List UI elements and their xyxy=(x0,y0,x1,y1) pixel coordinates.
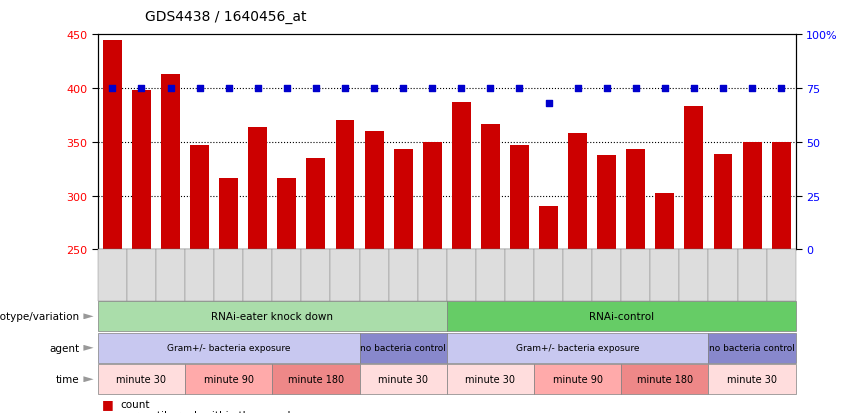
Bar xyxy=(103,40,122,250)
Point xyxy=(600,85,614,92)
Text: minute 30: minute 30 xyxy=(727,374,777,385)
Text: Gram+/- bacteria exposure: Gram+/- bacteria exposure xyxy=(516,344,639,352)
Bar xyxy=(335,121,355,250)
Bar xyxy=(743,142,762,250)
Point xyxy=(280,85,294,92)
Point xyxy=(745,85,759,92)
Bar xyxy=(452,103,471,250)
Bar xyxy=(364,132,384,250)
Point xyxy=(397,85,410,92)
Polygon shape xyxy=(83,345,94,351)
Point xyxy=(717,85,730,92)
Point xyxy=(309,85,323,92)
Point xyxy=(106,85,119,92)
Point xyxy=(542,100,556,107)
Bar xyxy=(568,134,587,250)
Bar xyxy=(510,146,529,250)
Bar xyxy=(684,107,704,250)
Text: RNAi-control: RNAi-control xyxy=(589,311,654,322)
Text: minute 30: minute 30 xyxy=(117,374,167,385)
Text: minute 30: minute 30 xyxy=(465,374,516,385)
Bar xyxy=(161,75,180,250)
Bar xyxy=(713,154,733,250)
Text: ■: ■ xyxy=(102,409,114,413)
Text: genotype/variation: genotype/variation xyxy=(0,311,79,322)
Point xyxy=(483,85,497,92)
Point xyxy=(658,85,671,92)
Bar xyxy=(597,155,616,250)
Text: Gram+/- bacteria exposure: Gram+/- bacteria exposure xyxy=(167,344,290,352)
Bar xyxy=(277,179,296,250)
Text: minute 180: minute 180 xyxy=(288,374,344,385)
Polygon shape xyxy=(83,376,94,382)
Text: ■: ■ xyxy=(102,397,114,411)
Point xyxy=(774,85,788,92)
Bar xyxy=(655,194,674,250)
Text: minute 90: minute 90 xyxy=(552,374,603,385)
Point xyxy=(134,85,148,92)
Point xyxy=(163,85,177,92)
Point xyxy=(629,85,643,92)
Point xyxy=(193,85,207,92)
Text: RNAi-eater knock down: RNAi-eater knock down xyxy=(211,311,334,322)
Text: no bacteria control: no bacteria control xyxy=(709,344,795,352)
Point xyxy=(368,85,381,92)
Bar xyxy=(772,142,791,250)
Point xyxy=(687,85,700,92)
Bar xyxy=(394,150,413,250)
Point xyxy=(338,85,351,92)
Point xyxy=(571,85,585,92)
Bar xyxy=(481,124,500,250)
Text: minute 90: minute 90 xyxy=(203,374,254,385)
Text: GDS4438 / 1640456_at: GDS4438 / 1640456_at xyxy=(145,10,306,24)
Bar xyxy=(248,128,267,250)
Bar xyxy=(539,207,558,250)
Point xyxy=(251,85,265,92)
Point xyxy=(222,85,236,92)
Text: minute 30: minute 30 xyxy=(378,374,428,385)
Text: agent: agent xyxy=(49,343,79,353)
Point xyxy=(512,85,526,92)
Bar xyxy=(190,146,209,250)
Text: time: time xyxy=(55,374,79,385)
Point xyxy=(426,85,439,92)
Text: percentile rank within the sample: percentile rank within the sample xyxy=(121,411,297,413)
Text: minute 180: minute 180 xyxy=(637,374,693,385)
Text: count: count xyxy=(121,399,151,409)
Polygon shape xyxy=(83,313,94,320)
Bar xyxy=(220,179,238,250)
Text: no bacteria control: no bacteria control xyxy=(360,344,446,352)
Point xyxy=(454,85,468,92)
Bar xyxy=(132,91,151,250)
Bar xyxy=(626,150,645,250)
Bar xyxy=(423,142,442,250)
Bar xyxy=(306,159,325,250)
